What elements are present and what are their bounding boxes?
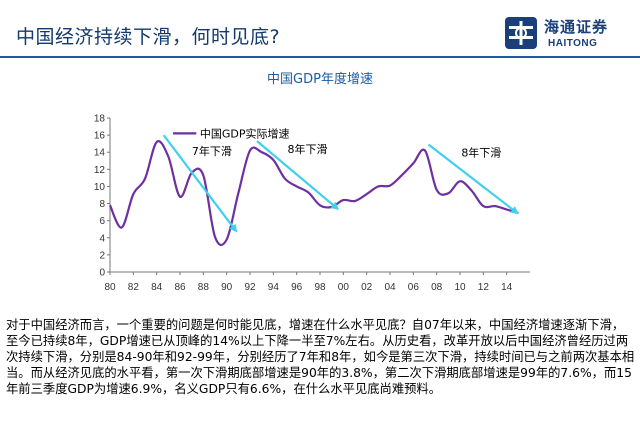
x-tick-label: 92 (244, 282, 256, 293)
trend-label-1: 7年下滑 (192, 144, 232, 158)
x-tick-label: 14 (501, 282, 513, 293)
body-paragraph: 对于中国经济而言，一个重要的问题是何时能见底，增速在什么水平见底？自07年以来，… (6, 318, 635, 396)
y-tick-label: 2 (99, 250, 105, 261)
x-tick-label: 12 (478, 282, 490, 293)
x-tick-label: 94 (268, 282, 280, 293)
trend-label-3: 8年下滑 (461, 146, 501, 160)
trend-arrow-1 (162, 134, 238, 233)
haitong-logo: 海通证券 HAITONG (504, 14, 634, 52)
trend-label-2: 8年下滑 (288, 142, 328, 156)
x-tick-label: 82 (128, 282, 140, 293)
y-tick-label: 4 (99, 233, 105, 244)
x-tick-label: 06 (408, 282, 420, 293)
legend-label: 中国GDP实际增速 (200, 126, 290, 140)
y-tick-label: 8 (99, 199, 105, 210)
trend-arrow-2 (256, 140, 340, 210)
x-tick-label: 90 (221, 282, 233, 293)
x-tick-label: 00 (338, 282, 350, 293)
x-tick-label: 86 (174, 282, 186, 293)
logo-chinese-text: 海通证券 (544, 18, 609, 36)
x-tick-label: 02 (361, 282, 373, 293)
y-tick-label: 10 (94, 182, 106, 193)
y-tick-label: 14 (94, 148, 106, 159)
y-tick-label: 0 (99, 268, 105, 279)
x-tick-label: 84 (151, 282, 163, 293)
series-line-gdp (108, 140, 519, 247)
x-tick-label: 10 (454, 282, 466, 293)
page-title: 中国经济持续下滑，何时见底? (16, 26, 281, 48)
haitong-logo-icon (505, 17, 537, 49)
chart-title: 中国GDP年度增速 (267, 72, 373, 87)
x-tick-label: 96 (291, 282, 303, 293)
title-rule (0, 56, 640, 58)
y-tick-label: 6 (99, 216, 105, 227)
logo-english-text: HAITONG (548, 38, 598, 49)
x-tick-label: 04 (384, 282, 396, 293)
y-tick-label: 16 (94, 131, 106, 142)
y-tick-label: 12 (94, 165, 106, 176)
x-tick-label: 80 (104, 282, 116, 293)
y-tick-label: 18 (94, 114, 106, 125)
x-tick-label: 98 (314, 282, 326, 293)
trend-arrow-3 (427, 143, 519, 215)
x-tick-label: 08 (431, 282, 443, 293)
x-tick-label: 88 (198, 282, 210, 293)
